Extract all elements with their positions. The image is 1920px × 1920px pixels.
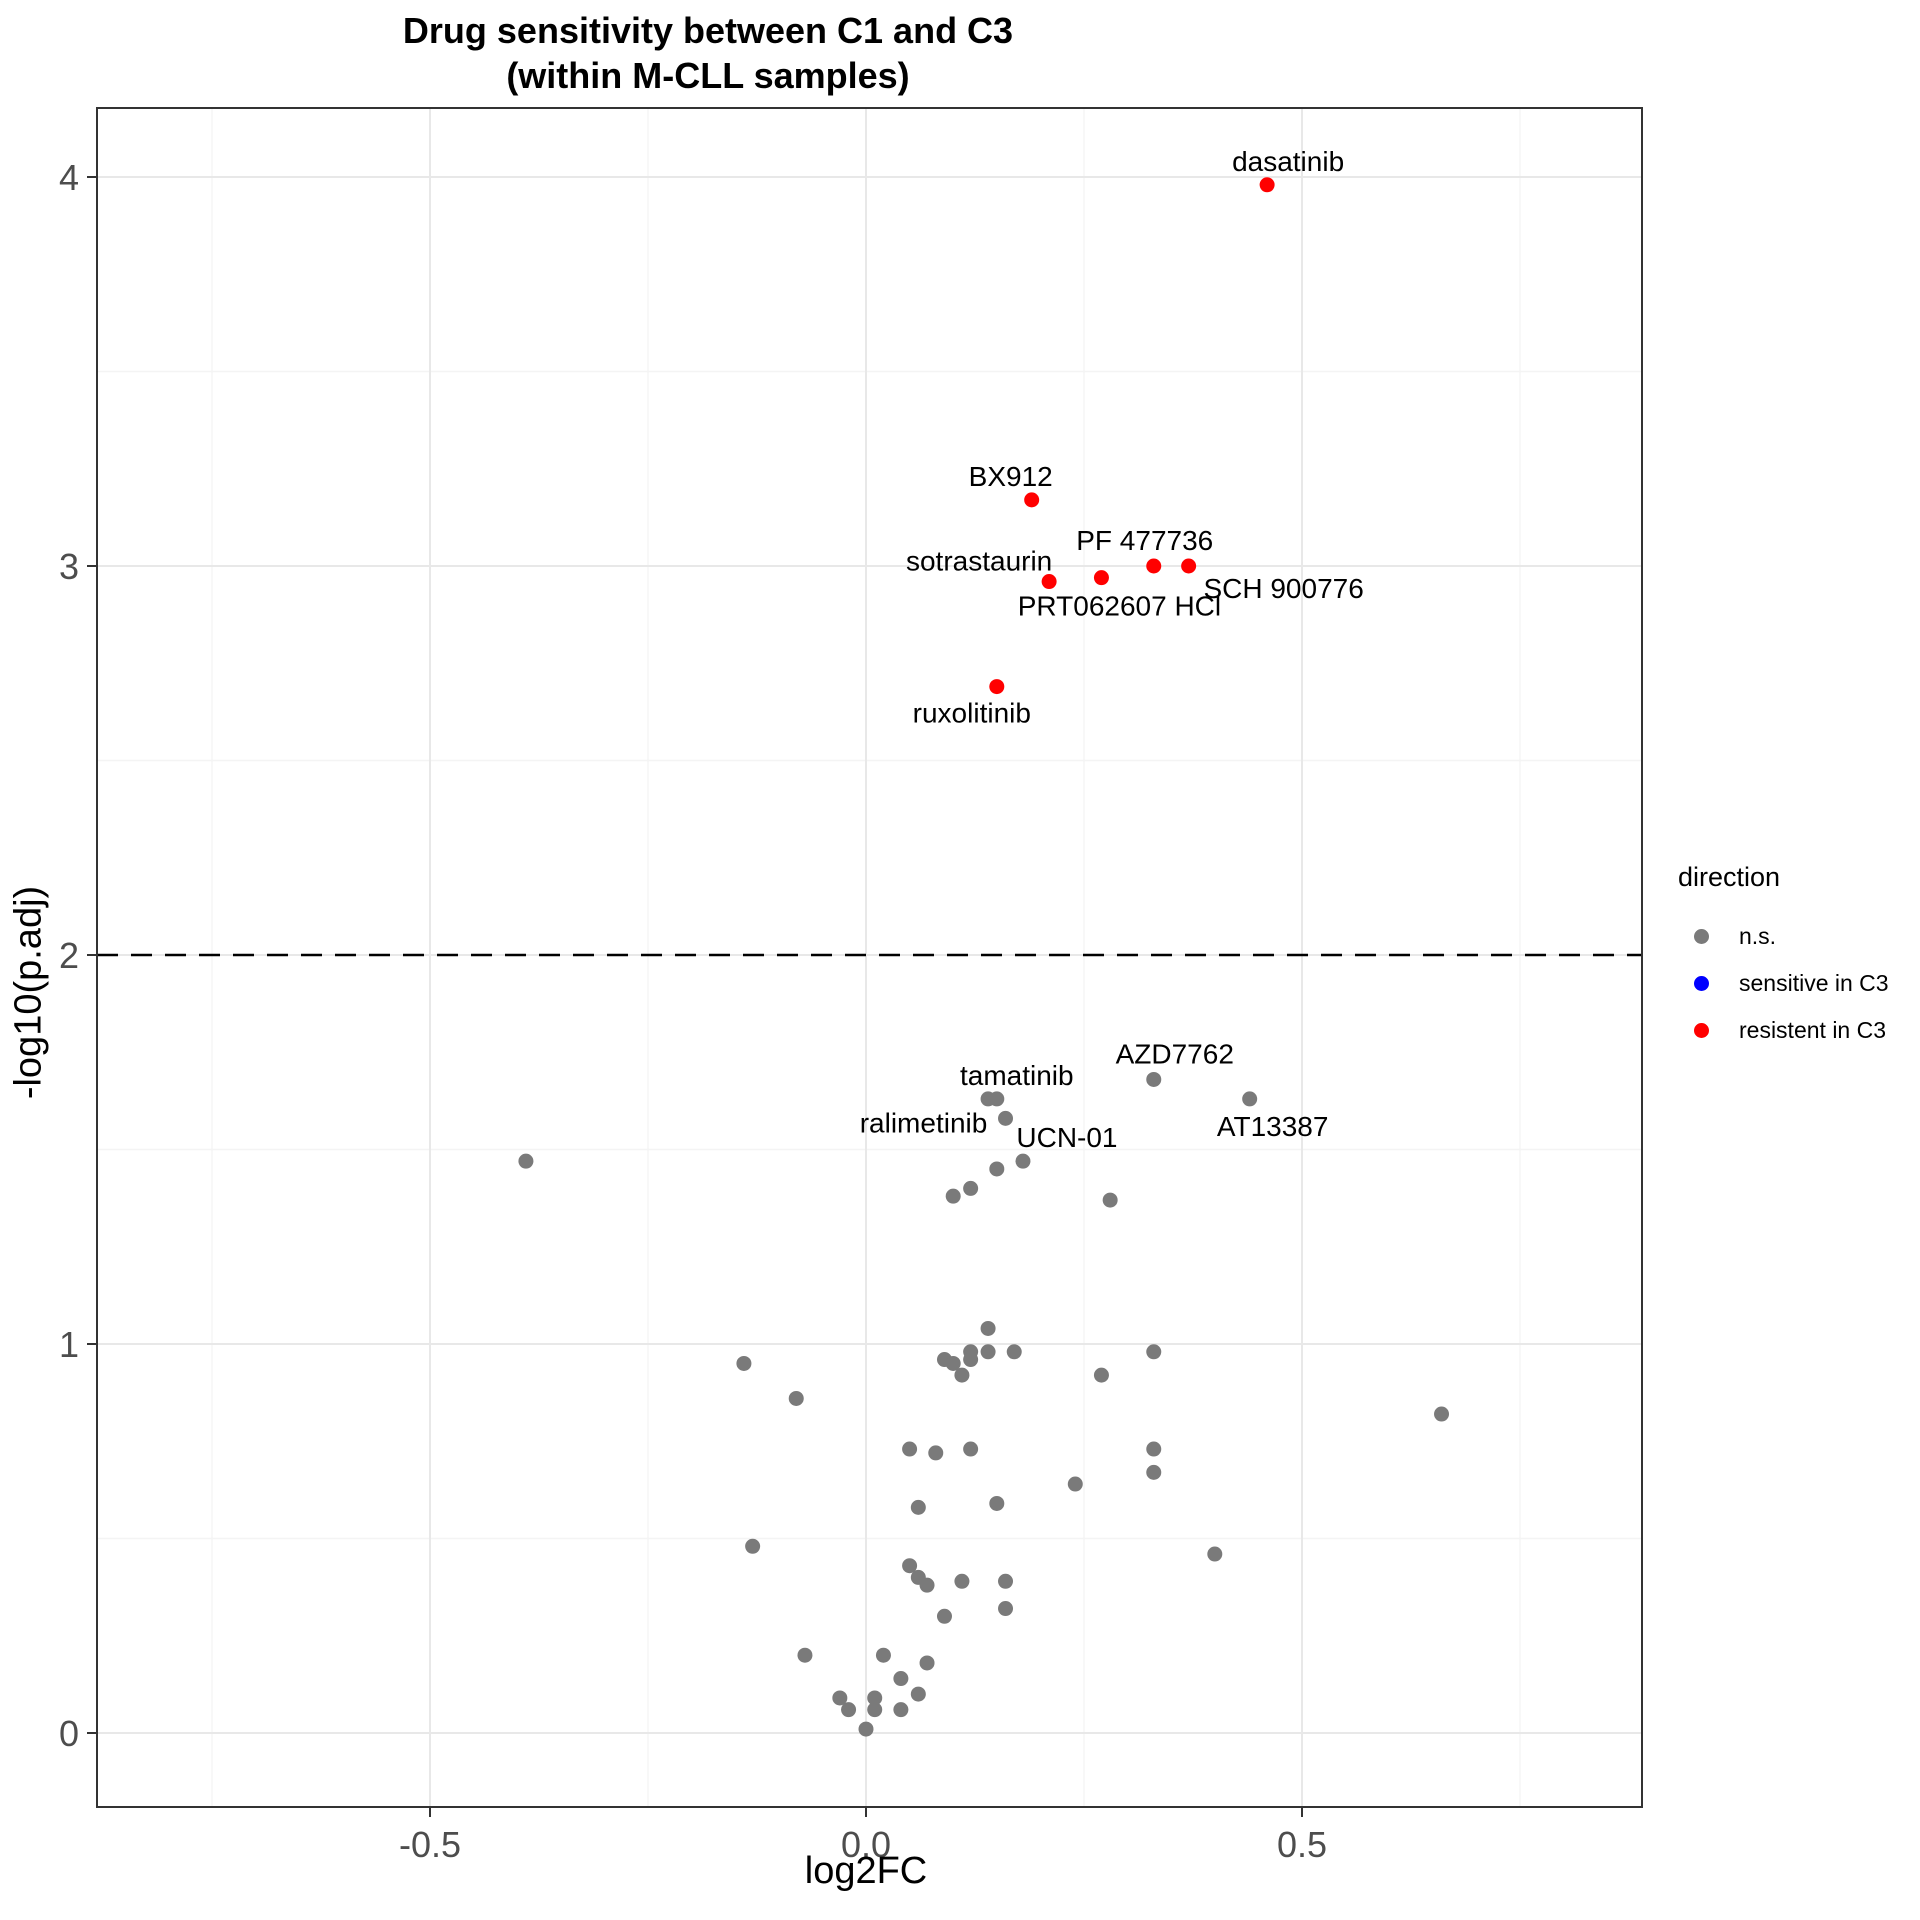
data-point	[980, 1320, 996, 1336]
legend-label-resistent: resistent in C3	[1739, 1017, 1887, 1043]
data-point	[1146, 1344, 1162, 1360]
data-point	[1146, 1441, 1162, 1457]
chart-title-line2: (within M-CLL samples)	[506, 55, 910, 97]
data-point	[945, 1188, 961, 1204]
y-tick-label: 3	[59, 546, 79, 587]
data-point	[1242, 1091, 1258, 1107]
x-axis-title: log2FC	[804, 1850, 928, 1892]
data-point	[841, 1702, 857, 1718]
y-tick-label: 1	[59, 1324, 79, 1365]
y-tick-label: 2	[59, 935, 79, 976]
point-label: tamatinib	[960, 1060, 1074, 1091]
data-point	[832, 1690, 848, 1706]
chart-title: Drug sensitivity between C1 and C3 (with…	[0, 8, 1416, 99]
panel-border	[96, 107, 1643, 1808]
data-point	[910, 1686, 926, 1702]
data-point	[797, 1647, 813, 1663]
data-point	[1024, 492, 1040, 508]
data-point	[1146, 1071, 1162, 1087]
data-point	[1102, 1192, 1118, 1208]
data-point	[1207, 1546, 1223, 1562]
data-point	[910, 1499, 926, 1515]
data-point	[1015, 1153, 1031, 1169]
data-point	[963, 1180, 979, 1196]
data-point	[919, 1577, 935, 1593]
data-point	[998, 1110, 1014, 1126]
data-point	[989, 1161, 1005, 1177]
point-label: PRT062607 HCl	[1018, 591, 1221, 622]
data-point	[963, 1441, 979, 1457]
data-point	[1093, 1367, 1109, 1383]
x-tick-label: 0.0	[841, 1824, 891, 1865]
data-point	[1146, 558, 1162, 574]
point-label: ralimetinib	[860, 1107, 988, 1138]
data-point	[736, 1355, 752, 1371]
x-tick-label: -0.5	[399, 1824, 461, 1865]
chart-title-line1: Drug sensitivity between C1 and C3	[402, 10, 1014, 51]
legend-key-resistent-icon	[1694, 1023, 1709, 1038]
point-label: dasatinib	[1232, 146, 1344, 177]
data-point	[1093, 570, 1109, 586]
data-point	[936, 1608, 952, 1624]
data-point	[867, 1690, 883, 1706]
data-point	[998, 1573, 1014, 1589]
x-tick-label: 0.5	[1277, 1824, 1327, 1865]
data-point	[875, 1647, 891, 1663]
point-label: PF 477736	[1076, 525, 1213, 556]
data-point	[954, 1573, 970, 1589]
data-point	[919, 1655, 935, 1671]
point-label: BX912	[969, 461, 1053, 492]
legend-item-sensitive: sensitive in C3	[1672, 960, 1920, 1007]
y-tick-label: 4	[59, 157, 79, 198]
legend-key-sensitive-icon	[1694, 976, 1709, 991]
data-point	[963, 1352, 979, 1368]
data-point	[945, 1355, 961, 1371]
data-point	[928, 1445, 944, 1461]
data-point	[980, 1091, 996, 1107]
data-point	[745, 1538, 761, 1554]
data-point	[980, 1344, 996, 1360]
point-label: AT13387	[1217, 1111, 1329, 1142]
legend-label-ns: n.s.	[1739, 923, 1777, 949]
data-point	[902, 1558, 918, 1574]
data-point	[893, 1702, 909, 1718]
data-point	[867, 1702, 883, 1718]
point-label: ruxolitinib	[913, 698, 1031, 729]
data-point	[902, 1441, 918, 1457]
point-label: sotrastaurin	[906, 546, 1052, 577]
data-point	[893, 1671, 909, 1687]
legend: direction n.s. sensitive in C3 resistent…	[1672, 862, 1920, 1054]
data-point	[989, 1495, 1005, 1511]
point-label: SCH 900776	[1203, 573, 1363, 604]
data-point	[989, 679, 1005, 695]
data-point	[1041, 574, 1057, 590]
point-label: UCN-01	[1016, 1122, 1117, 1153]
legend-title: direction	[1678, 862, 1781, 892]
data-point	[858, 1721, 874, 1737]
data-point	[1146, 1464, 1162, 1480]
data-point	[1067, 1476, 1083, 1492]
legend-item-ns: n.s.	[1672, 913, 1920, 960]
data-point	[998, 1601, 1014, 1617]
y-axis-title: -log10(p.adj)	[7, 885, 50, 1100]
legend-item-resistent: resistent in C3	[1672, 1007, 1920, 1054]
data-point	[1006, 1344, 1022, 1360]
data-point	[1259, 177, 1275, 193]
data-point	[788, 1390, 804, 1406]
data-point	[954, 1367, 970, 1383]
y-tick-label: 0	[59, 1713, 79, 1754]
data-point	[1434, 1406, 1450, 1422]
data-point	[518, 1153, 534, 1169]
data-point	[1181, 558, 1197, 574]
legend-label-sensitive: sensitive in C3	[1739, 970, 1889, 996]
point-label: AZD7762	[1116, 1038, 1234, 1069]
legend-key-ns-icon	[1694, 929, 1709, 944]
